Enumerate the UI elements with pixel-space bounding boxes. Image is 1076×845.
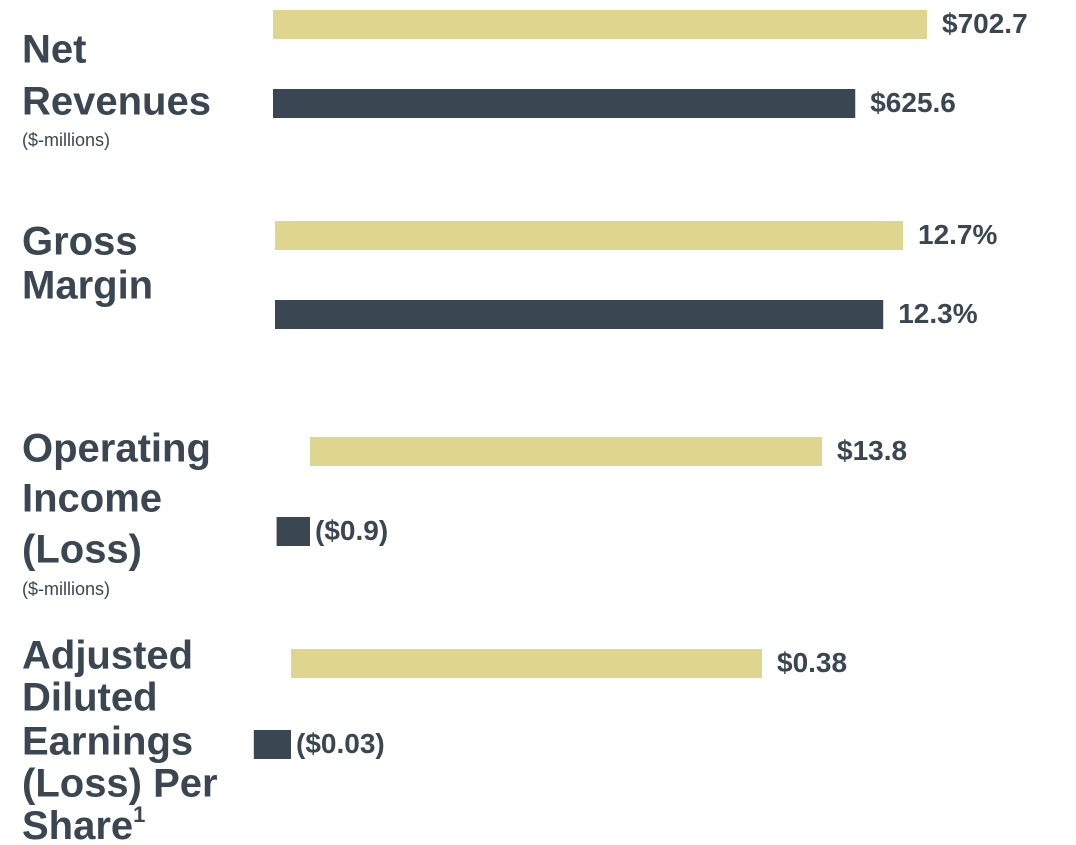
- chart-subtitle: ($-millions): [22, 130, 110, 150]
- chart-title-line: Net: [22, 28, 86, 72]
- value-label: $0.38: [777, 647, 847, 678]
- bar: [273, 89, 856, 118]
- chart-title-line: Earnings: [22, 720, 193, 764]
- footnote-marker: 1: [133, 802, 145, 827]
- value-label: ($0.03): [296, 728, 385, 759]
- bar: [253, 730, 291, 759]
- chart-title-line: Adjusted: [22, 634, 193, 678]
- chart-title-line: Operating: [22, 427, 211, 471]
- chart-title-line: Gross: [22, 220, 138, 264]
- value-label: 12.3%: [898, 298, 977, 329]
- bar: [291, 649, 762, 678]
- value-label: $625.6: [870, 87, 956, 118]
- value-label: $13.8: [837, 435, 907, 466]
- bar: [276, 517, 310, 546]
- chart-title-line: Margin: [22, 264, 153, 308]
- chart-title-line: (Loss) Per: [22, 762, 218, 806]
- bar: [310, 437, 822, 466]
- chart-subtitle: ($-millions): [22, 579, 110, 599]
- chart-title-line: Share1: [22, 802, 145, 845]
- bar: [275, 221, 903, 250]
- value-label: 12.7%: [918, 219, 997, 250]
- chart-title-line: (Loss): [22, 528, 142, 572]
- chart-title-line: Revenues: [22, 80, 211, 124]
- chart-title-line: Diluted: [22, 676, 158, 720]
- chart-title-line: Income: [22, 477, 162, 521]
- chart-title-line: Share: [22, 804, 133, 845]
- bar: [275, 300, 884, 329]
- value-label: $702.7: [942, 8, 1028, 39]
- bar: [273, 10, 927, 39]
- value-label: ($0.9): [315, 515, 388, 546]
